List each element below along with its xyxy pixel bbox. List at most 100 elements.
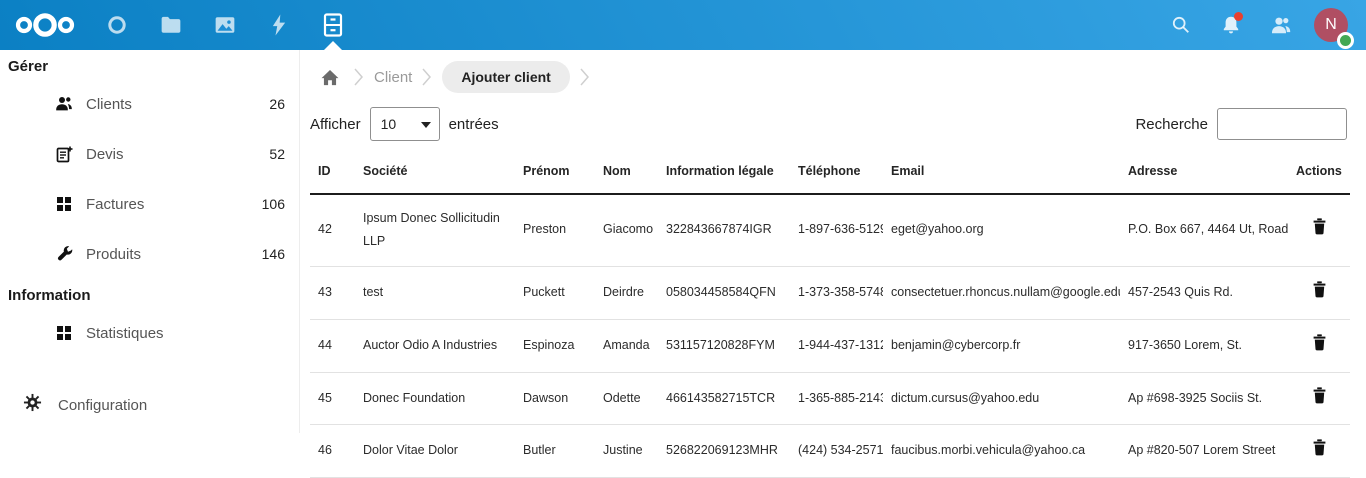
gear-icon [23,393,42,417]
sidebar-item-count: 146 [261,246,285,262]
table-cell: benjamin@cybercorp.fr [883,319,1120,373]
table-cell: 42 [310,193,355,267]
sidebar-item-configuration[interactable]: Configuration [0,383,299,427]
delete-button[interactable] [1308,385,1331,409]
table-cell: 43 [310,266,355,320]
user-menu[interactable]: N [1306,0,1356,50]
table-cell: dictum.cursus@yahoo.edu [883,372,1120,426]
table-cell: test [355,266,515,320]
contacts-button[interactable] [1256,0,1306,50]
table-cell: Donec Foundation [355,372,515,426]
sidebar-item-factures[interactable]: Factures 106 [0,179,299,229]
configuration-label: Configuration [58,396,148,414]
table-cell: Espinoza [515,319,595,373]
page-size-select[interactable]: 10 [369,107,440,141]
sidebar-item-label: Produits [86,245,142,263]
delete-button[interactable] [1308,279,1331,303]
show-label: Afficher [310,115,361,133]
breadcrumb-home[interactable] [316,63,344,91]
table-cell: Puckett [515,266,595,320]
breadcrumb-ajouter-client[interactable]: Ajouter client [442,61,570,93]
clients-table: ID Société Prénom Nom Information légale… [310,150,1350,478]
header-prenom[interactable]: Prénom [515,150,595,195]
delete-button[interactable] [1308,216,1331,240]
header-societe[interactable]: Société [355,150,515,195]
table-cell: 917-3650 Lorem, St. [1120,319,1288,373]
table-cell: Odette [595,372,658,426]
grid-icon [55,324,73,342]
actions-cell [1288,193,1350,267]
table-cell: 1-373-358-5748 [790,266,883,320]
main-content: Client Ajouter client Afficher 10 entrée… [300,50,1366,478]
header-telephone[interactable]: Téléphone [790,150,883,195]
actions-cell [1288,266,1350,320]
table-cell: Amanda [595,319,658,373]
breadcrumb-client[interactable]: Client [374,68,413,86]
header-information-legale[interactable]: Information légale [658,150,790,195]
chevron-right-icon [422,68,432,86]
wrench-icon [55,245,73,263]
header-nom[interactable]: Nom [595,150,658,195]
search-input[interactable] [1217,108,1347,140]
app-icon-files[interactable] [144,0,198,50]
sidebar-item-produits[interactable]: Produits 146 [0,229,299,279]
sidebar-item-label: Statistiques [86,324,164,342]
app-icon-activity[interactable] [252,0,306,50]
notifications-button[interactable] [1206,0,1256,50]
trash-icon [1313,218,1325,235]
header-email[interactable]: Email [883,150,1120,195]
table-cell: Giacomo [595,193,658,267]
table-row: 44 Auctor Odio A Industries Espinoza Amanda… [310,319,1350,373]
delete-button[interactable] [1308,437,1331,461]
table-cell: 457-2543 Quis Rd. [1120,266,1288,320]
table-cell: P.O. Box 667, 4464 Ut, Road [1120,193,1288,267]
table-cell: 322843667874IGR [658,193,790,267]
cabinet-icon [323,13,343,37]
delete-button[interactable] [1308,332,1331,356]
search-label: Recherche [1135,115,1208,133]
grid-icon [55,195,73,213]
table-cell: 1-365-885-2143 [790,372,883,426]
search-icon [1172,16,1189,33]
sidebar-item-label: Devis [86,145,124,163]
actions-cell [1288,319,1350,373]
sidebar-item-statistiques[interactable]: Statistiques [0,308,299,358]
trash-icon [1313,281,1325,298]
sidebar-item-count: 26 [269,96,285,112]
sidebar-item-label: Clients [86,95,132,113]
nextcloud-logo-icon [15,13,75,37]
table-controls: Afficher 10 entrées Recherche [300,106,1366,142]
app-icon-circle[interactable] [90,0,144,50]
table-cell: 44 [310,319,355,373]
circle-icon [108,16,126,34]
folder-icon [161,16,181,33]
sidebar-item-devis[interactable]: Devis 52 [0,129,299,179]
table-cell: 45 [310,372,355,426]
sidebar-item-label: Factures [86,195,145,213]
table-cell: Deirdre [595,266,658,320]
header-adresse[interactable]: Adresse [1120,150,1288,195]
actions-cell [1288,372,1350,426]
sidebar: Gérer Clients 26 Devis 52 Factures 10 [0,50,300,433]
header-id[interactable]: ID [310,150,355,195]
app-icon-invoices-active[interactable] [306,0,360,50]
search-button[interactable] [1156,0,1206,50]
status-online-badge [1337,32,1354,49]
header-bar: N [0,0,1366,50]
table-row: 45 Donec Foundation Dawson Odette 4661435827… [310,372,1350,426]
trash-icon [1313,439,1325,456]
table-cell: 058034458584QFN [658,266,790,320]
app-icon-photos[interactable] [198,0,252,50]
table-cell: consectetuer.rhoncus.nullam@google.edu [883,266,1120,320]
chevron-right-icon [580,68,589,86]
table-cell: Ipsum Donec Sollicitudin LLP [355,193,515,267]
section-title-gerer: Gérer [8,58,49,75]
nextcloud-logo[interactable] [0,0,90,50]
trash-icon [1313,334,1325,351]
photo-icon [215,17,235,33]
table-cell: Preston [515,193,595,267]
table-row: 43 test Puckett Deirdre 058034458584QFN 1-373… [310,266,1350,320]
sidebar-item-clients[interactable]: Clients 26 [0,79,299,129]
section-title-information: Information [8,287,91,304]
table-cell: eget@yahoo.org [883,193,1120,267]
